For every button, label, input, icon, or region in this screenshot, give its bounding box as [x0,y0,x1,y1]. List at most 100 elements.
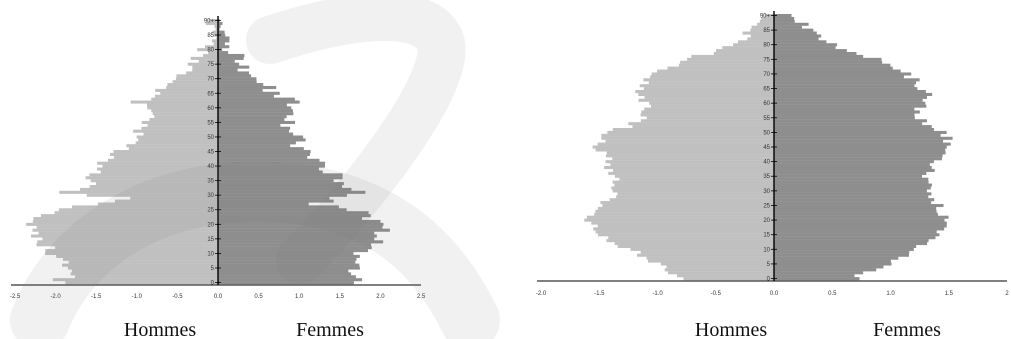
hommes-bar [113,150,218,154]
femmes-bar [218,278,363,282]
femmes-bar [774,201,932,205]
hommes-bar [126,144,218,148]
femmes-bar [218,68,238,72]
hommes-bar [640,119,774,123]
femmes-bar [774,174,922,178]
femmes-bar [218,36,230,40]
femmes-bar [774,98,923,102]
femmes-bar [218,129,289,133]
femmes-bar [218,231,375,235]
femmes-bar [774,171,927,175]
hommes-bar [595,148,774,152]
hommes-bar [636,253,774,257]
age-tick-label: 40 [207,164,214,170]
age-tick-label: 10 [207,251,214,257]
femmes-bar [774,148,946,152]
femmes-bar [218,170,323,174]
femmes-bar [774,75,904,79]
age-tick-label: 65 [763,87,770,93]
hommes-bar [608,236,774,240]
hommes-bar [186,71,218,75]
femmes-label: Femmes [296,319,364,339]
hommes-bar [641,110,774,114]
femmes-bar [218,257,357,261]
hommes-bar [198,59,218,63]
femmes-bar [774,31,817,35]
hommes-bar [128,147,218,151]
hommes-bar [141,120,218,124]
hommes-bar [733,43,774,47]
hommes-bar [149,118,218,122]
hommes-bar [594,212,774,216]
hommes-bar [97,167,218,171]
femmes-bar [774,212,938,216]
hommes-bar [678,63,774,67]
hommes-bar [644,95,774,99]
femmes-bar [218,214,371,218]
hommes-bar [32,228,218,232]
femmes-bar [218,97,295,101]
femmes-bar [774,268,877,272]
femmes-bar [774,84,915,88]
femmes-bar [774,19,795,23]
femmes-bar [774,116,915,120]
value-tick-label: -0.5 [711,291,722,297]
hommes-bar [71,269,218,273]
hommes-bar [667,66,774,70]
femmes-bar [218,243,372,247]
femmes-bar [218,184,342,189]
femmes-bar [218,263,360,267]
femmes-bar [774,43,838,47]
hommes-bar [154,94,218,98]
femmes-bar [218,144,291,148]
femmes-bar [774,247,914,251]
femmes-bar [774,177,929,181]
hommes-bar [197,48,218,52]
femmes-bar [218,150,311,154]
femmes-bar [774,180,929,184]
age-tick-label: 55 [763,116,770,122]
femmes-bar [774,34,822,38]
femmes-bar [218,138,306,142]
femmes-bar [218,161,326,165]
value-tick-label: 2 [1005,291,1009,297]
hommes-bar [192,68,218,72]
hommes-bar [604,166,774,170]
femmes-bar [774,63,891,67]
hommes-bar [643,87,774,91]
age-tick-label: 35 [763,174,770,180]
hommes-bar [160,91,218,95]
femmes-bar [218,269,349,273]
hommes-bar [683,277,774,281]
femmes-bar [774,136,953,140]
age-tick-label: 40 [763,160,770,166]
hommes-bar [45,251,219,256]
hommes-bar [42,237,218,241]
femmes-bar [774,157,942,161]
hommes-bar [751,25,774,29]
hommes-bar [36,225,219,229]
hommes-bar [648,81,774,85]
femmes-bar [774,28,814,32]
hommes-bar [146,103,218,107]
femmes-bar [218,33,226,37]
femmes-bar [218,83,264,87]
hommes-label: Hommes [695,319,767,339]
hommes-bar [747,37,774,41]
age-tick-label: 15 [207,237,214,243]
hommes-bar [666,265,774,269]
hommes-bar [109,152,218,157]
hommes-bar [89,173,218,177]
hommes-bar [608,171,774,175]
femmes-bar [218,158,320,162]
hommes-bar [133,129,218,133]
femmes-bar [774,60,883,64]
femmes-bar [218,39,230,43]
value-tick-label: 2.0 [376,294,385,300]
femmes-bar [218,88,263,92]
hommes-bar [52,278,219,282]
hommes-bar [660,262,774,266]
hommes-bar [646,116,774,120]
femmes-bar [774,183,932,187]
